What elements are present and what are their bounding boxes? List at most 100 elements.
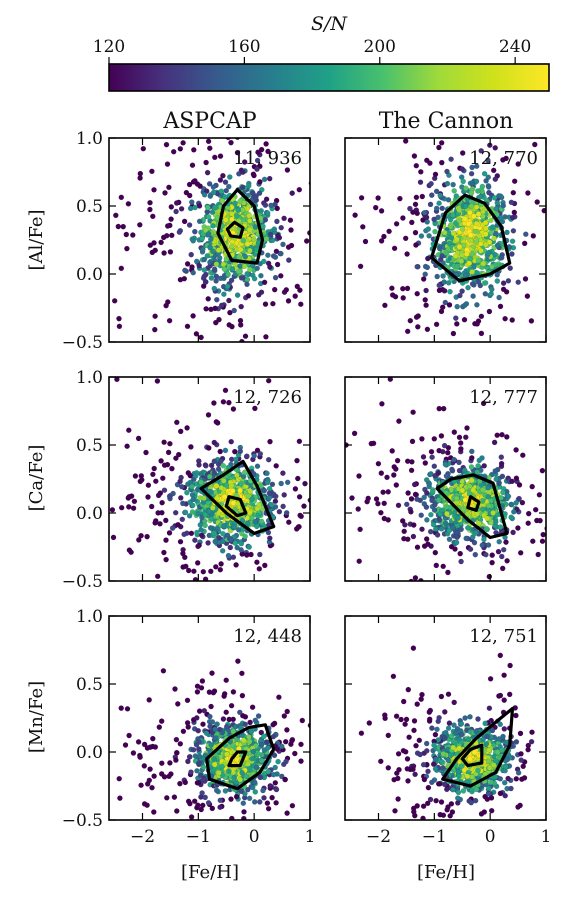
scatter-point [412, 201, 419, 208]
scatter-point [358, 195, 365, 201]
scatter-point [164, 161, 171, 167]
scatter-point [178, 495, 184, 501]
row-label-al-fe: [Al/Fe] [26, 209, 47, 270]
scatter-point [243, 773, 250, 779]
scatter-point [195, 511, 201, 517]
scatter-point [234, 138, 241, 140]
scatter-point [434, 532, 441, 538]
scatter-point [220, 399, 227, 405]
scatter-point [474, 302, 480, 308]
scatter-point [217, 448, 223, 455]
scatter-point [247, 719, 253, 726]
scatter-point [194, 689, 201, 695]
scatter-point [200, 568, 207, 575]
scatter-point [236, 832, 241, 837]
scatter-point [196, 708, 203, 714]
scatter-point [229, 488, 236, 494]
scatter-point [423, 536, 430, 542]
scatter-point [519, 499, 526, 506]
scatter-point [489, 286, 495, 293]
scatter-point [246, 738, 253, 745]
scatter-point [163, 517, 169, 524]
scatter-point [147, 242, 154, 248]
scatter-point [252, 717, 259, 724]
scatter-point [223, 723, 230, 730]
scatter-point [270, 771, 277, 778]
scatter-point [201, 267, 208, 273]
scatter-point [166, 493, 173, 500]
scatter-point [412, 229, 419, 236]
scatter-point [422, 271, 428, 277]
scatter-point [177, 780, 183, 787]
scatter-point [491, 439, 498, 446]
scatter-point [428, 345, 433, 350]
scatter-point [462, 497, 469, 503]
scatter-point [167, 760, 173, 766]
scatter-point [249, 704, 256, 710]
colorbar-ticks: 120 160 200 240 [93, 37, 531, 64]
scatter-point [457, 550, 463, 557]
scatter-point [479, 487, 486, 493]
colorbar-tick-label: 120 [93, 37, 125, 57]
scatter-point [357, 263, 364, 270]
scatter-point [244, 592, 249, 597]
scatter-point [241, 263, 248, 270]
scatter-point [174, 419, 180, 426]
scatter-point [250, 748, 257, 755]
scatter-point [207, 713, 213, 720]
scatter-point [444, 510, 450, 517]
scatter-point [530, 233, 537, 239]
scatter-point [198, 527, 204, 533]
scatter-point [548, 695, 553, 700]
scatter-point [485, 250, 492, 256]
scatter-point [132, 473, 139, 479]
scatter-point [206, 689, 213, 695]
scatter-point [251, 799, 258, 805]
scatter-point [273, 800, 279, 806]
scatter-point [208, 742, 214, 748]
scatter-point [575, 527, 580, 532]
scatter-point [453, 193, 460, 199]
scatter-point [461, 467, 468, 473]
panel-4: 12, 777 [344, 376, 580, 582]
scatter-point [221, 291, 227, 297]
scatter-point [261, 487, 268, 494]
scatter-point [211, 285, 218, 292]
scatter-point [475, 257, 482, 264]
scatter-point [210, 505, 216, 511]
scatter-point [211, 266, 218, 272]
scatter-point [116, 315, 122, 322]
scatter-point [516, 482, 523, 488]
scatter-point [200, 776, 206, 783]
scatter-point [373, 496, 380, 502]
scatter-point [288, 227, 294, 233]
scatter-point [296, 438, 303, 445]
scatter-point [170, 490, 176, 497]
scatter-point [220, 261, 227, 268]
scatter-point [436, 144, 442, 151]
scatter-point [525, 190, 531, 196]
scatter-point [421, 209, 428, 216]
scatter-point [486, 308, 493, 315]
scatter-point [213, 319, 219, 326]
scatter-point [486, 573, 493, 580]
scatter-point [254, 447, 261, 454]
scatter-point [188, 814, 195, 820]
scatter-point [197, 772, 204, 779]
scatter-point [530, 538, 536, 544]
y-tick-label: 0.0 [76, 265, 103, 285]
scatter-point [211, 688, 218, 694]
scatter-point [182, 509, 189, 516]
scatter-point [387, 377, 394, 382]
scatter-point [529, 729, 535, 735]
scatter-point [500, 286, 507, 293]
scatter-point [431, 216, 437, 223]
y-tick-label: −0.5 [62, 572, 103, 592]
scatter-point [381, 500, 387, 507]
scatter-point [126, 427, 132, 433]
scatter-point [262, 202, 269, 208]
scatter-point [284, 810, 290, 816]
scatter-point [436, 245, 443, 252]
scatter-point [267, 535, 273, 541]
scatter-point [151, 187, 157, 193]
